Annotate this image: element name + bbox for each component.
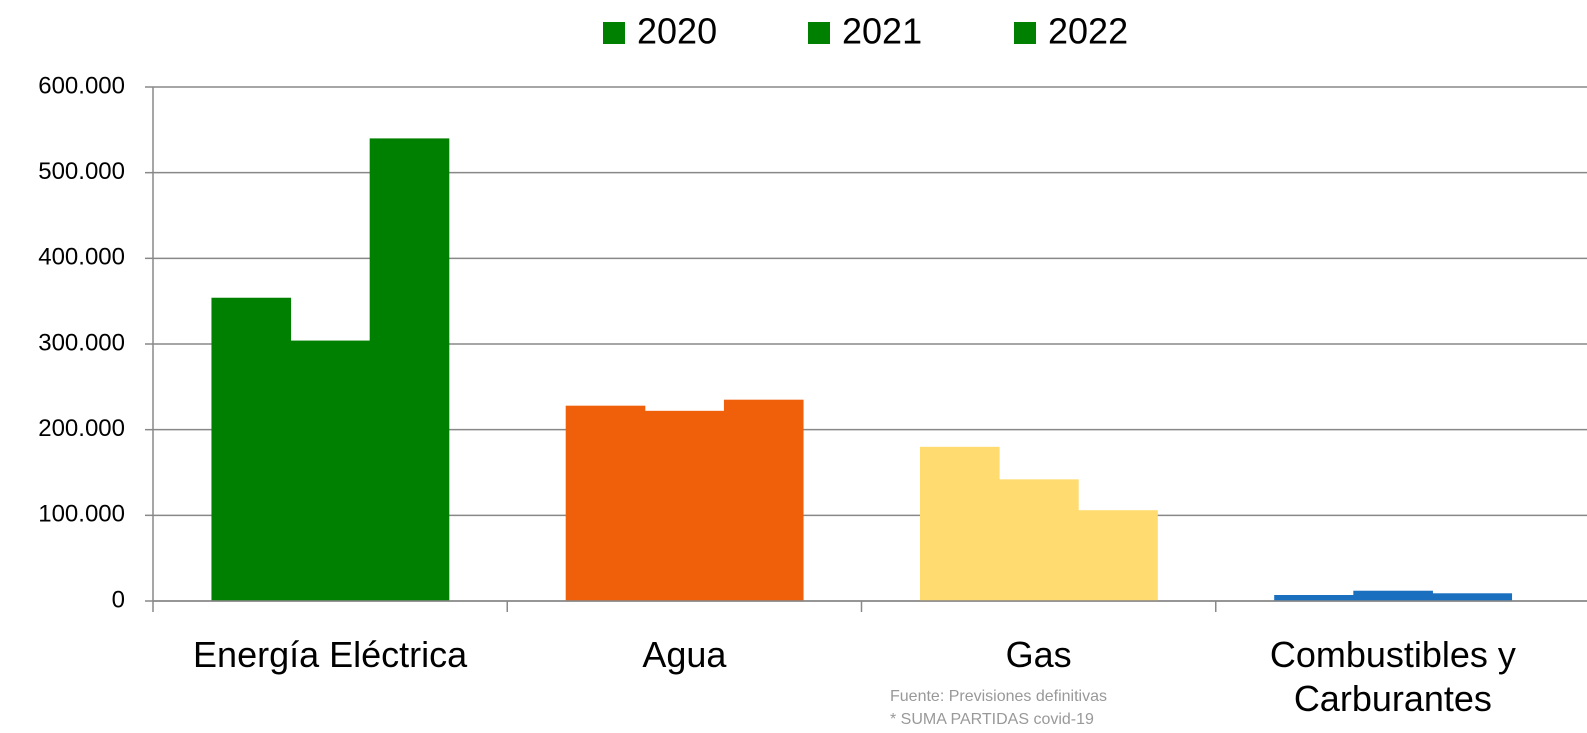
x-tick-label: Energía Eléctrica [193, 634, 468, 675]
legend-label: 2020 [637, 11, 717, 52]
legend-swatch [603, 22, 625, 44]
bar [1353, 590, 1433, 601]
bar [723, 399, 804, 601]
y-tick-label: 300.000 [38, 329, 125, 356]
x-tick-label: Combustibles y Carburantes [1269, 634, 1516, 719]
y-tick-label: 600.000 [38, 72, 125, 99]
y-tick-label: 200.000 [38, 415, 125, 442]
bar [290, 340, 371, 601]
bar [565, 405, 646, 601]
x-tick-label: Gas [1005, 634, 1072, 675]
y-tick-label: 400.000 [38, 244, 125, 271]
bar [369, 138, 450, 601]
bar [999, 479, 1079, 601]
bar [1078, 510, 1158, 601]
legend-label: 2022 [1048, 11, 1128, 52]
bar [644, 410, 725, 601]
legend-swatch [1014, 22, 1036, 44]
legend-label: 2021 [842, 11, 922, 52]
bar [1432, 593, 1513, 601]
x-tick-label: Agua [642, 634, 727, 675]
bar [211, 297, 292, 601]
annotation: * SUMA PARTIDAS covid-19 [890, 711, 1094, 728]
legend-swatch [808, 22, 830, 44]
y-tick-label: 100.000 [38, 501, 125, 528]
y-tick-label: 0 [112, 586, 125, 613]
bar [1274, 595, 1354, 601]
bar [919, 446, 1000, 601]
annotation: Fuente: Previsiones definitivas [890, 688, 1107, 705]
y-tick-label: 500.000 [38, 158, 125, 185]
